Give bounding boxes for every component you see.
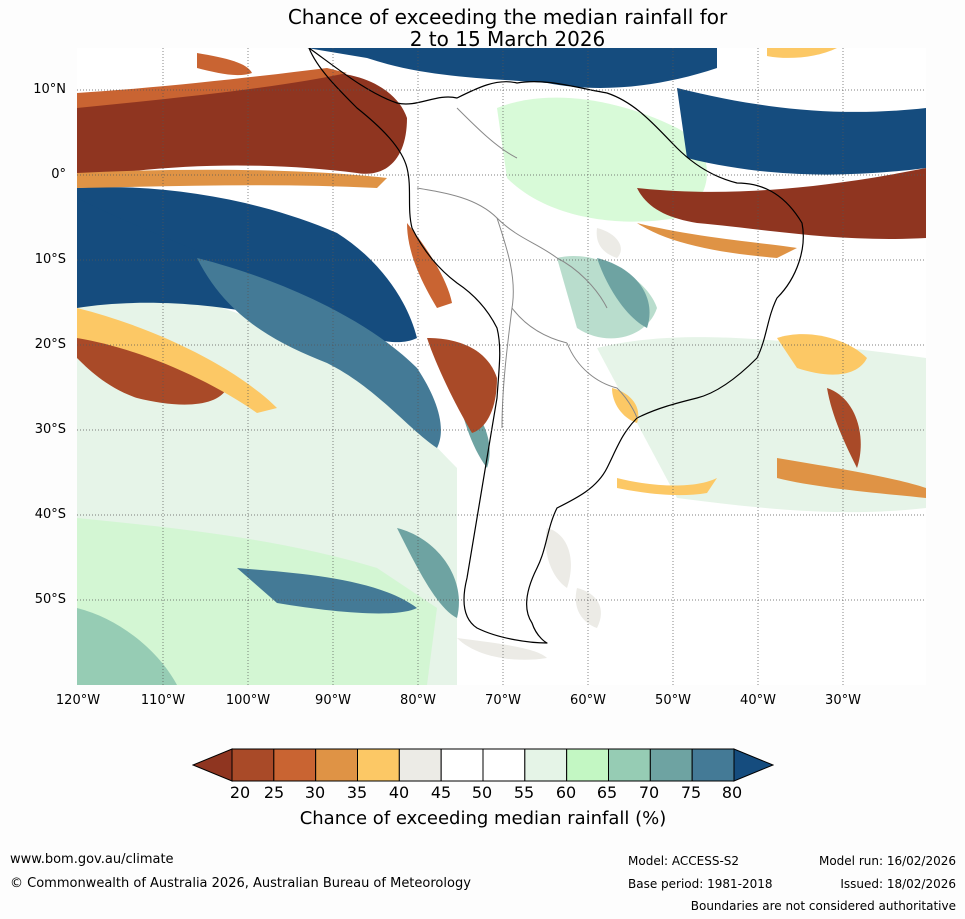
colorbar-tick: 50 <box>471 783 493 802</box>
colorbar-segment <box>315 748 358 782</box>
colorbar <box>192 748 774 782</box>
colorbar-segment <box>566 748 609 782</box>
graticule <box>77 48 926 685</box>
colorbar-tick: 70 <box>638 783 660 802</box>
south-america-outline <box>308 48 804 644</box>
country-borders <box>416 107 638 429</box>
lat-label: 50°S <box>34 592 66 607</box>
colorbar-tick: 35 <box>346 783 368 802</box>
lon-label: 90°W <box>315 693 351 708</box>
colorbar-tick: 30 <box>304 783 326 802</box>
map-title-line2: 2 to 15 March 2026 <box>409 27 606 51</box>
lat-label: 30°S <box>34 422 66 437</box>
bom-url[interactable]: www.bom.gov.au/climate <box>10 852 174 867</box>
colorbar-segment <box>649 748 693 782</box>
lon-label: 70°W <box>485 693 521 708</box>
colorbar-segment <box>398 748 442 782</box>
colorbar-extend-high <box>733 748 774 782</box>
copyright: © Commonwealth of Australia 2026, Austra… <box>10 876 471 891</box>
lat-label: 40°S <box>34 507 66 522</box>
lon-label: 80°W <box>400 693 436 708</box>
colorbar-segment <box>524 748 568 782</box>
lon-label: 120°W <box>55 693 101 708</box>
lon-label: 40°W <box>740 693 776 708</box>
lon-label: 50°W <box>655 693 691 708</box>
colorbar-segment <box>440 748 484 782</box>
colorbar-segment <box>273 748 317 782</box>
rainfall-map <box>77 48 926 685</box>
lat-label: 20°S <box>34 337 66 352</box>
colorbar-tick: 40 <box>388 783 410 802</box>
colorbar-tick: 45 <box>430 783 452 802</box>
probability-fill-dry <box>77 48 926 498</box>
colorbar-tick: 75 <box>680 783 702 802</box>
colorbar-label: Chance of exceeding median rainfall (%) <box>299 808 667 829</box>
colorbar-tick: 25 <box>263 783 285 802</box>
base-period: Base period: 1981-2018 <box>628 877 773 891</box>
colorbar-tick: 65 <box>596 783 618 802</box>
lat-label: 10°S <box>34 252 66 267</box>
probability-fill-neutral <box>457 228 621 660</box>
colorbar-tick: 60 <box>555 783 577 802</box>
issued-date: Issued: 18/02/2026 <box>840 877 956 891</box>
colorbar-tick: 80 <box>721 783 743 802</box>
colorbar-segment <box>357 748 400 782</box>
lon-label: 30°W <box>825 693 861 708</box>
lon-label: 60°W <box>570 693 606 708</box>
lon-label: 100°W <box>225 693 271 708</box>
lon-label: 110°W <box>140 693 186 708</box>
probability-fill-wet <box>77 48 926 685</box>
map-title-line1: Chance of exceeding the median rainfall … <box>287 5 728 29</box>
model-run: Model run: 16/02/2026 <box>818 854 956 868</box>
colorbar-segment <box>608 748 651 782</box>
colorbar-segment <box>691 748 735 782</box>
colorbar-extend-low <box>192 748 233 782</box>
lat-label: 0° <box>51 167 66 182</box>
colorbar-tick: 55 <box>513 783 535 802</box>
model-name: Model: ACCESS-S2 <box>628 854 740 868</box>
colorbar-segment <box>231 748 275 782</box>
colorbar-segment <box>482 748 526 782</box>
boundaries-disclaimer: Boundaries are not considered authoritat… <box>690 899 956 913</box>
colorbar-tick: 20 <box>229 783 251 802</box>
lat-label: 10°N <box>33 82 66 97</box>
